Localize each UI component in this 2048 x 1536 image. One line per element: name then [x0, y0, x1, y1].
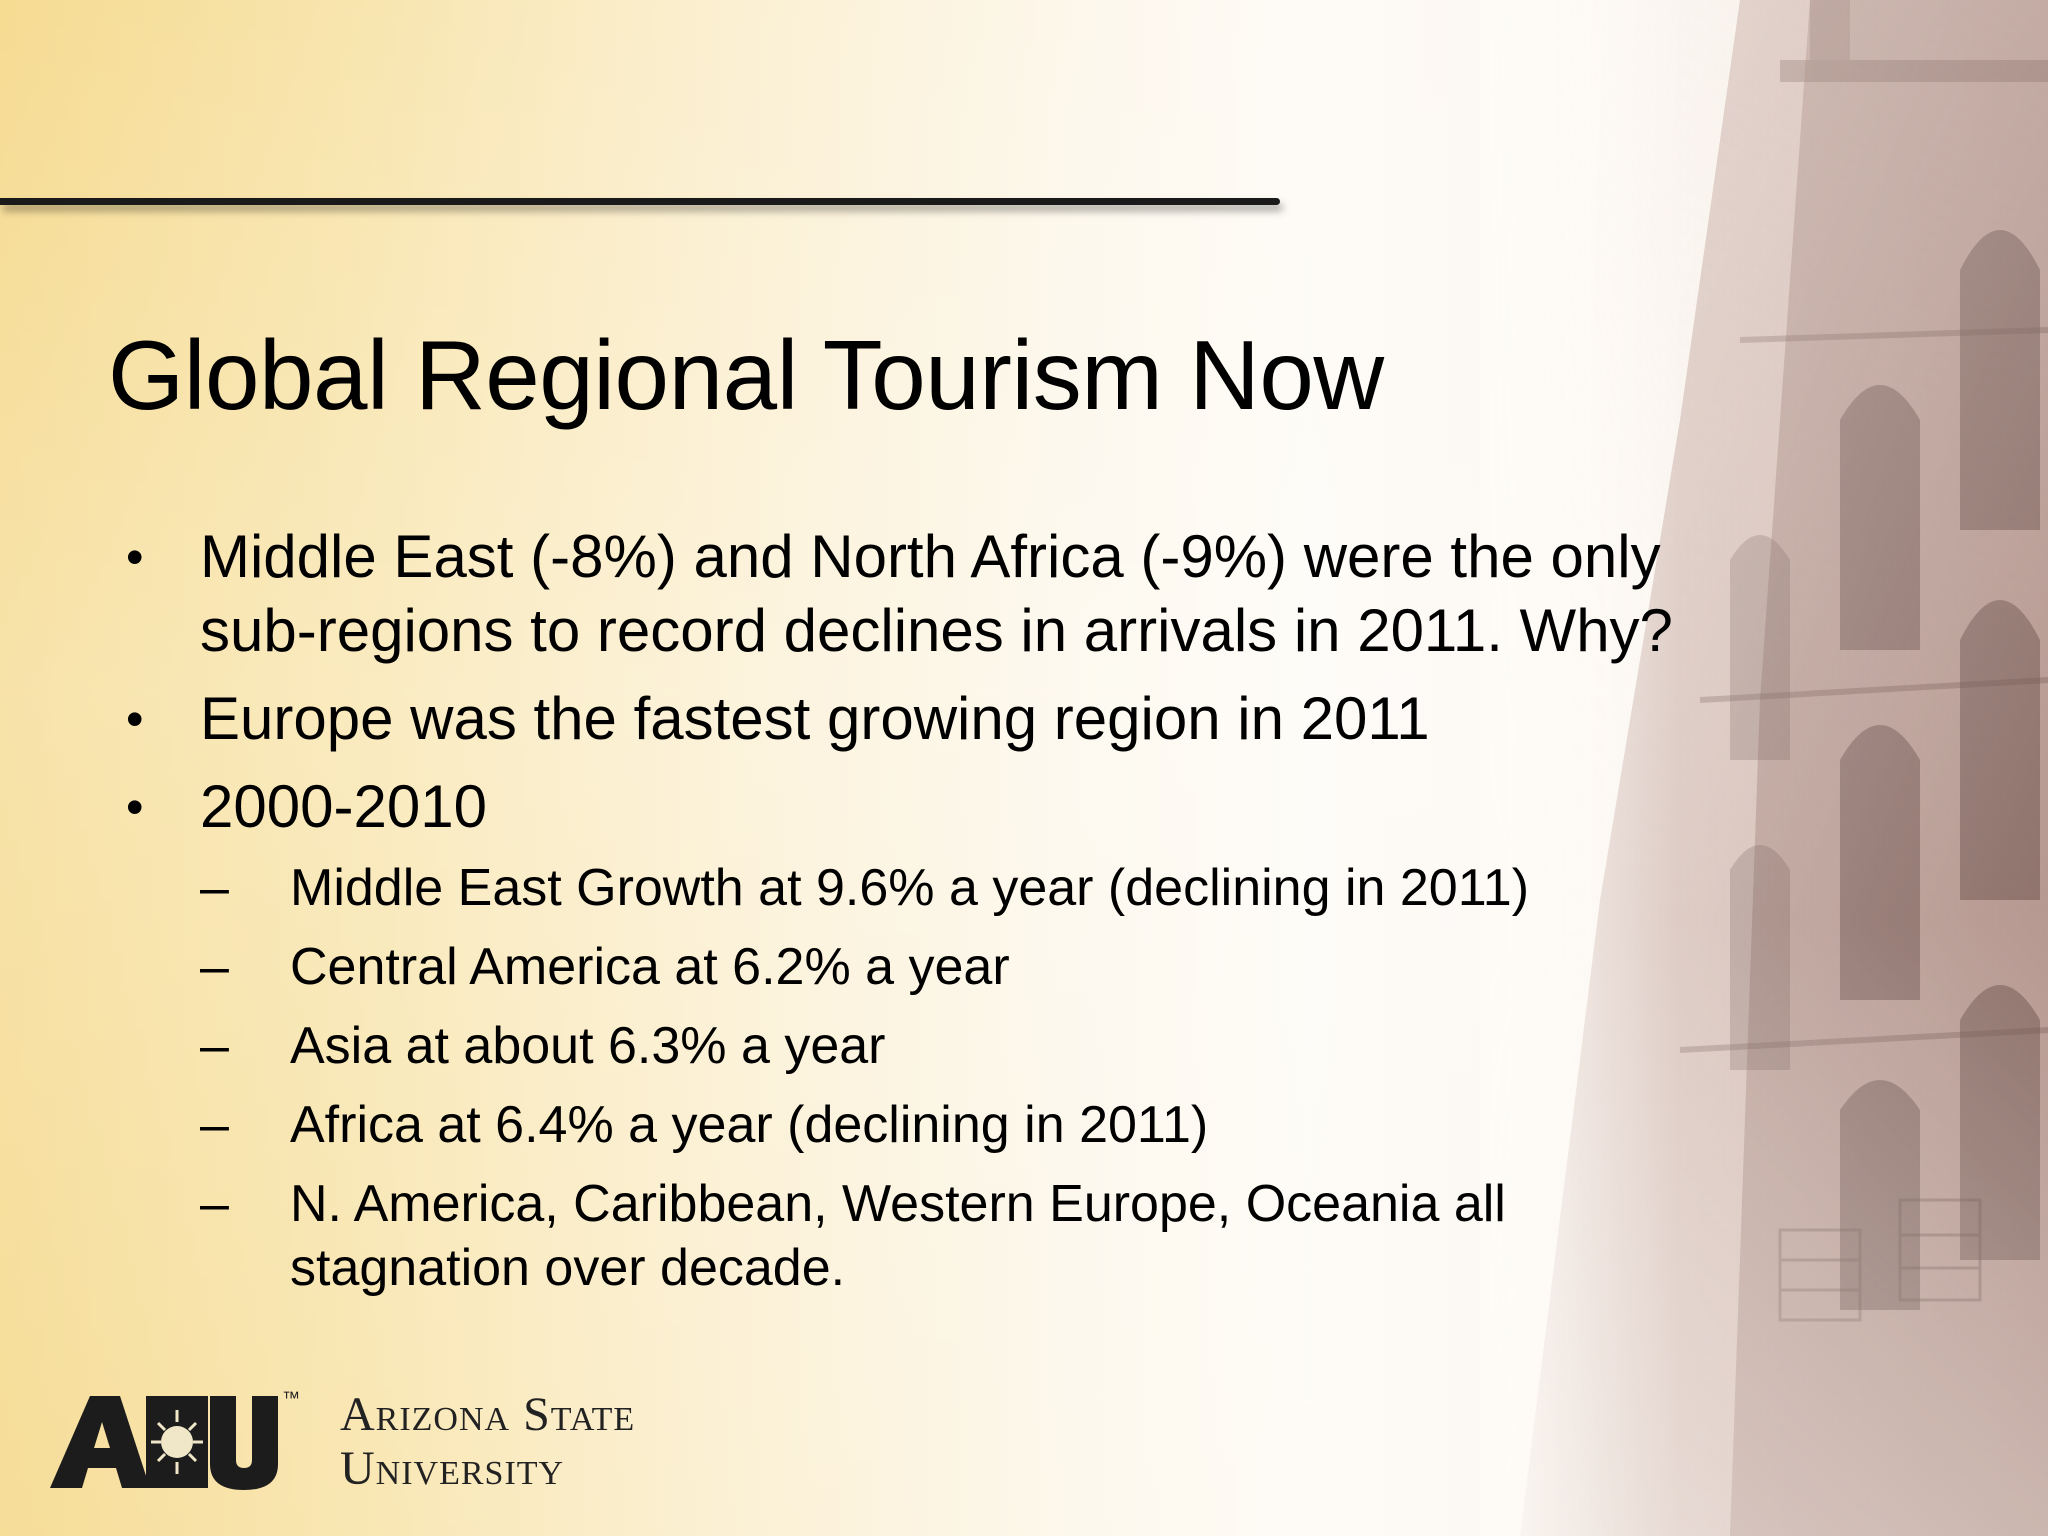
subbullet-item: – N. America, Caribbean, Western Europe,…	[200, 1172, 2000, 1300]
dash-marker: –	[200, 1175, 229, 1233]
university-name-line1: Arizona State	[340, 1388, 636, 1441]
university-name-line2: University	[340, 1442, 565, 1495]
bullet-item: • 2000-2010 – Middle East Growth at 9.6%…	[120, 770, 2000, 1300]
bullet-marker: •	[126, 691, 144, 747]
bullet-list: • Middle East (-8%) and North Africa (-9…	[120, 520, 2000, 1300]
dash-marker: –	[200, 938, 229, 996]
subbullet-text: Asia at about 6.3% a year	[290, 1017, 886, 1075]
title-rule	[0, 198, 1280, 205]
subbullet-item: – Africa at 6.4% a year (declining in 20…	[200, 1093, 2000, 1157]
bullet-item: • Europe was the fastest growing region …	[120, 682, 2000, 756]
slide-content: • Middle East (-8%) and North Africa (-9…	[120, 520, 2000, 1315]
sunburst-icon	[146, 1396, 208, 1488]
subbullet-text: Central America at 6.2% a year	[290, 938, 1010, 996]
subbullet-item: – Central America at 6.2% a year	[200, 935, 2000, 999]
subbullet-item: – Asia at about 6.3% a year	[200, 1014, 2000, 1078]
bullet-text: Middle East (-8%) and North Africa (-9%)…	[200, 523, 1661, 590]
dash-marker: –	[200, 859, 229, 917]
bullet-text: 2000-2010	[200, 773, 487, 840]
subbullet-text: stagnation over decade.	[290, 1239, 846, 1297]
subbullet-list: – Middle East Growth at 9.6% a year (dec…	[200, 856, 2000, 1300]
bullet-text: sub-regions to record declines in arriva…	[200, 597, 1673, 664]
asu-logo: Arizona State University ™	[50, 1388, 690, 1498]
subbullet-text: Middle East Growth at 9.6% a year (decli…	[290, 859, 1530, 917]
asu-logo-mark	[50, 1396, 278, 1490]
bullet-marker: •	[126, 529, 144, 585]
slide-title: Global Regional Tourism Now	[108, 320, 1384, 430]
building-photo	[1480, 0, 2048, 1536]
dash-marker: –	[200, 1096, 229, 1154]
dash-marker: –	[200, 1017, 229, 1075]
subbullet-text: N. America, Caribbean, Western Europe, O…	[290, 1175, 1506, 1233]
bullet-text: Europe was the fastest growing region in…	[200, 685, 1430, 752]
subbullet-item: – Middle East Growth at 9.6% a year (dec…	[200, 856, 2000, 920]
university-name: Arizona State University	[340, 1388, 635, 1496]
trademark-symbol: ™	[282, 1388, 300, 1408]
bullet-marker: •	[126, 779, 144, 835]
subbullet-text: Africa at 6.4% a year (declining in 2011…	[290, 1096, 1209, 1154]
bullet-item: • Middle East (-8%) and North Africa (-9…	[120, 520, 2000, 668]
